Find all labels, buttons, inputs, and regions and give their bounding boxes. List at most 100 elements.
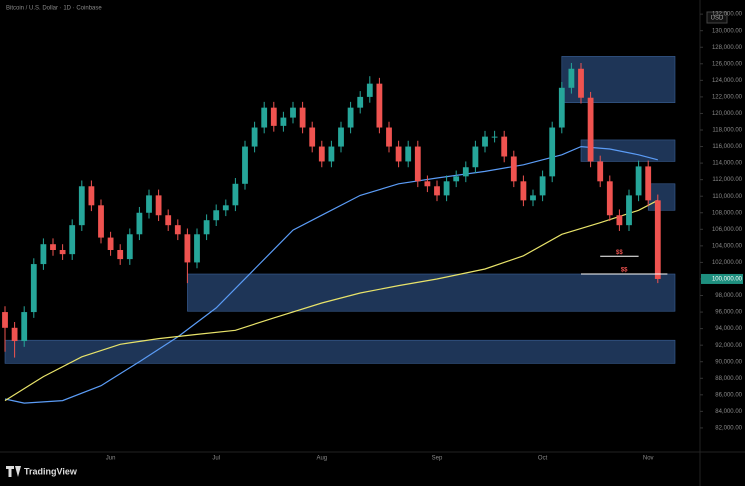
candle-body <box>654 200 661 279</box>
y-tick-label: 118,000.00 <box>712 128 742 134</box>
candle-body <box>597 161 604 182</box>
candle-body <box>261 107 268 128</box>
chart-title: Bitcoin / U.S. Dollar · 1D · Coinbase <box>6 6 102 12</box>
candle-body <box>616 215 623 226</box>
candle-body <box>270 107 277 126</box>
candle-body <box>587 97 594 162</box>
candle-body <box>578 68 584 98</box>
y-tick-label: 94,000.00 <box>715 326 742 332</box>
candle-body <box>357 96 364 108</box>
y-tick-label: 86,000.00 <box>715 392 742 398</box>
last-price-label: 100,000.00 <box>712 277 743 283</box>
y-tick-label: 112,000.00 <box>712 177 742 183</box>
candle-body <box>59 250 66 255</box>
candle-body <box>232 183 239 206</box>
candle-body <box>318 146 325 162</box>
y-tick-label: 120,000.00 <box>712 111 743 117</box>
candle-body <box>290 107 296 118</box>
candle-body <box>299 107 306 128</box>
x-tick-label: Sep <box>432 456 443 462</box>
level-label: $$ <box>616 250 623 256</box>
logo: TradingView <box>24 466 78 476</box>
candle-body <box>558 87 565 128</box>
candle-body <box>280 117 287 126</box>
candle-body <box>78 186 85 226</box>
candle-body <box>213 210 220 221</box>
y-tick-label: 90,000.00 <box>715 359 742 365</box>
candle-body <box>242 146 248 184</box>
y-tick-label: 116,000.00 <box>712 144 742 150</box>
candle-body <box>386 127 392 147</box>
y-tick-label: 88,000.00 <box>715 376 742 382</box>
currency-box <box>706 11 728 24</box>
y-tick-label: 108,000.00 <box>712 210 743 216</box>
candle-body <box>501 136 508 157</box>
candle-body <box>568 68 575 88</box>
candle-body <box>50 244 56 250</box>
candle-body <box>626 195 632 226</box>
candle-body <box>11 327 18 342</box>
last-price-badge <box>701 273 743 284</box>
y-tick-label: 102,000.00 <box>712 260 743 266</box>
candle-body <box>424 181 431 187</box>
candle-body <box>40 244 47 265</box>
y-tick-label: 132,000.00 <box>712 12 743 18</box>
candle-body <box>405 146 412 162</box>
candle-body <box>443 181 450 196</box>
candle-body <box>453 176 460 182</box>
candle-body <box>184 234 191 263</box>
x-tick-label: Oct <box>538 456 548 462</box>
x-tick-label: Nov <box>643 456 654 462</box>
zone <box>580 139 676 162</box>
candle-body <box>395 146 402 162</box>
moving-average <box>4 145 658 404</box>
y-tick-label: 130,000.00 <box>712 28 743 34</box>
y-tick-label: 92,000.00 <box>715 343 742 349</box>
y-tick-label: 122,000.00 <box>712 94 743 100</box>
y-tick-label: 110,000.00 <box>712 194 742 200</box>
candle-body <box>645 166 652 201</box>
y-tick-label: 114,000.00 <box>712 161 742 167</box>
candle-body <box>146 195 152 213</box>
y-tick-label: 104,000.00 <box>712 243 743 249</box>
moving-average <box>4 199 659 402</box>
y-tick-label: 128,000.00 <box>712 45 743 51</box>
candle-body <box>606 181 613 216</box>
candle-body <box>520 181 527 201</box>
y-tick-label: 126,000.00 <box>712 61 743 67</box>
y-tick-label: 124,000.00 <box>712 78 743 84</box>
candle-body <box>482 136 488 147</box>
candle-body <box>117 250 124 260</box>
y-tick-label: 98,000.00 <box>715 293 742 299</box>
candle-body <box>21 312 28 342</box>
logo-icon <box>6 466 21 477</box>
y-tick-label: 82,000.00 <box>715 426 742 432</box>
candle-body <box>462 167 469 177</box>
candle-body <box>165 215 172 226</box>
candle-body <box>549 127 556 177</box>
candle-body <box>30 264 37 313</box>
candle-body <box>376 83 383 128</box>
candle-body <box>251 127 258 147</box>
candle-body <box>222 205 229 211</box>
y-tick-label: 96,000.00 <box>715 310 742 316</box>
y-tick-label: 106,000.00 <box>712 227 743 233</box>
y-tick-label: 84,000.00 <box>715 409 742 415</box>
candle-body <box>88 186 95 206</box>
zone <box>647 183 676 211</box>
candle-body <box>126 234 133 260</box>
candle-body <box>203 220 210 235</box>
candle-body <box>155 195 162 216</box>
x-tick-label: Jun <box>106 456 116 462</box>
zone <box>4 339 676 364</box>
candle-body <box>347 107 354 128</box>
candle-body <box>2 312 8 328</box>
candle-body <box>98 205 104 238</box>
candle-body <box>366 83 373 97</box>
candle-body <box>338 127 344 147</box>
candle-body <box>194 234 200 263</box>
candle-body <box>69 225 76 255</box>
candle-body <box>136 212 143 235</box>
x-tick-label: Jul <box>212 456 220 462</box>
